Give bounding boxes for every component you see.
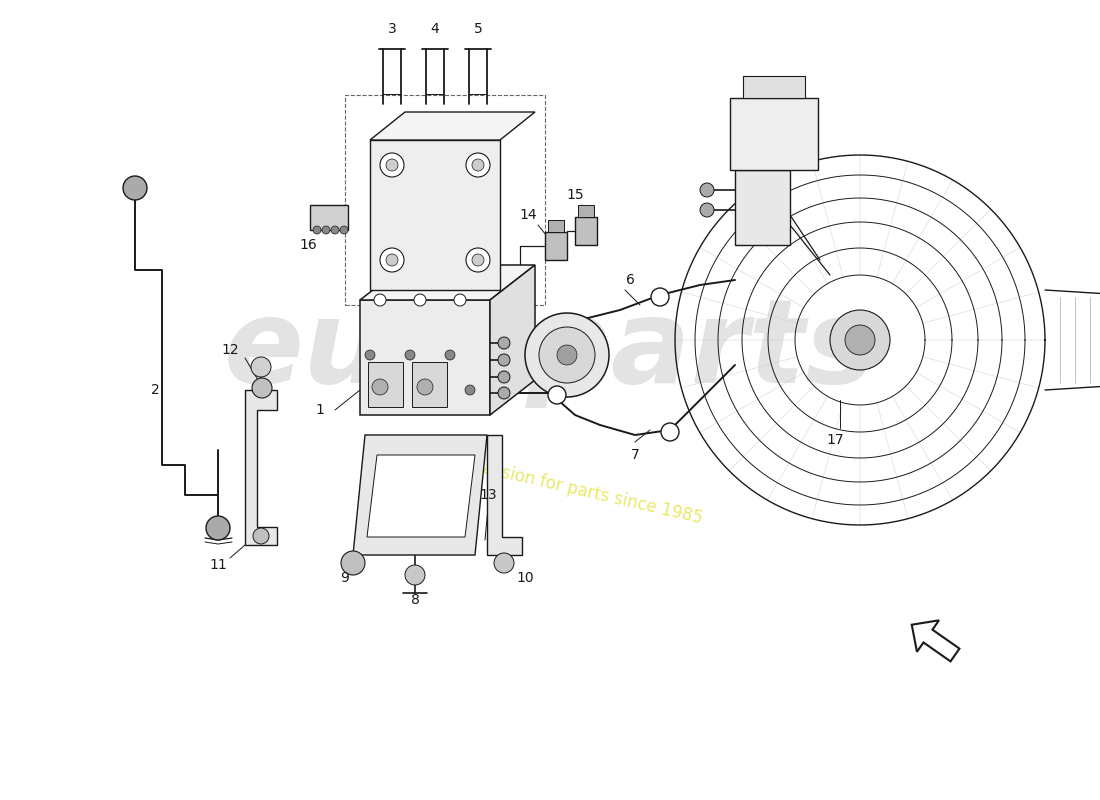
Text: 5: 5: [474, 22, 483, 36]
Circle shape: [466, 153, 490, 177]
Bar: [575, 217, 597, 245]
Circle shape: [661, 423, 679, 441]
Circle shape: [405, 350, 415, 360]
Text: 9: 9: [341, 571, 350, 585]
Bar: [742, 76, 805, 98]
Circle shape: [498, 371, 510, 383]
Circle shape: [206, 516, 230, 540]
Polygon shape: [370, 112, 535, 140]
Bar: [360, 300, 490, 415]
Circle shape: [700, 203, 714, 217]
Text: 4: 4: [430, 22, 439, 36]
Circle shape: [414, 294, 426, 306]
Bar: [345, 95, 544, 305]
Text: 1: 1: [316, 403, 324, 417]
Circle shape: [525, 313, 609, 397]
Bar: [544, 232, 566, 260]
Text: 10: 10: [516, 571, 534, 585]
Circle shape: [557, 345, 578, 365]
Circle shape: [651, 288, 669, 306]
Circle shape: [553, 337, 571, 355]
Text: a passion for parts since 1985: a passion for parts since 1985: [455, 453, 704, 527]
Polygon shape: [487, 435, 522, 555]
Circle shape: [331, 226, 339, 234]
Bar: [578, 205, 594, 217]
Bar: [412, 362, 447, 407]
Text: 14: 14: [519, 208, 537, 222]
Bar: [735, 170, 790, 245]
Circle shape: [379, 248, 404, 272]
Circle shape: [372, 379, 388, 395]
Circle shape: [405, 565, 425, 585]
Circle shape: [700, 183, 714, 197]
Polygon shape: [353, 435, 487, 555]
Circle shape: [472, 159, 484, 171]
Polygon shape: [912, 620, 959, 662]
Circle shape: [498, 354, 510, 366]
Circle shape: [252, 378, 272, 398]
Text: 8: 8: [410, 593, 419, 607]
Circle shape: [340, 226, 348, 234]
Circle shape: [472, 254, 484, 266]
Circle shape: [123, 176, 147, 200]
Circle shape: [466, 248, 490, 272]
Circle shape: [539, 327, 595, 383]
Text: 2: 2: [151, 383, 160, 397]
Polygon shape: [245, 390, 277, 545]
Text: 6: 6: [626, 273, 635, 287]
Circle shape: [845, 325, 875, 355]
Text: 12: 12: [221, 343, 239, 357]
Circle shape: [251, 357, 271, 377]
Circle shape: [322, 226, 330, 234]
Circle shape: [548, 386, 566, 404]
Circle shape: [454, 294, 466, 306]
Text: europarts: europarts: [223, 293, 877, 407]
Text: 15: 15: [566, 188, 584, 202]
Bar: [548, 220, 564, 232]
Circle shape: [830, 310, 890, 370]
Circle shape: [365, 350, 375, 360]
Text: 11: 11: [209, 558, 227, 572]
Text: 3: 3: [387, 22, 396, 36]
Circle shape: [314, 226, 321, 234]
Polygon shape: [490, 265, 535, 415]
Circle shape: [494, 553, 514, 573]
Circle shape: [341, 551, 365, 575]
Circle shape: [498, 387, 510, 399]
Circle shape: [446, 350, 455, 360]
Bar: [310, 205, 348, 230]
Text: 16: 16: [299, 238, 317, 252]
Circle shape: [386, 254, 398, 266]
Bar: [368, 362, 403, 407]
Circle shape: [417, 379, 433, 395]
Circle shape: [386, 159, 398, 171]
Circle shape: [379, 153, 404, 177]
Polygon shape: [360, 265, 535, 300]
Circle shape: [498, 337, 510, 349]
Bar: [730, 98, 818, 170]
Text: 13: 13: [480, 488, 497, 502]
Circle shape: [253, 528, 270, 544]
Polygon shape: [367, 455, 475, 537]
Circle shape: [465, 385, 475, 395]
Text: 17: 17: [826, 433, 844, 447]
Bar: [370, 140, 500, 290]
Text: 7: 7: [630, 448, 639, 462]
Circle shape: [374, 294, 386, 306]
